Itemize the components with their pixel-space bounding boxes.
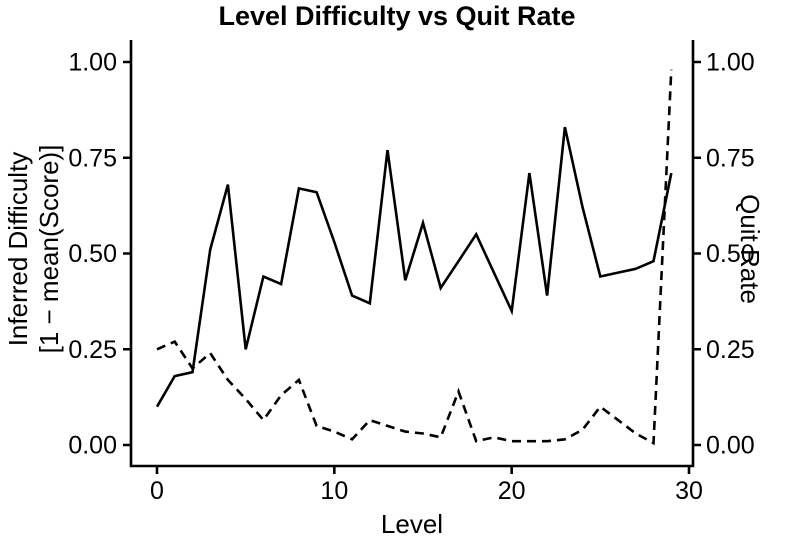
left-axis-label-line1: Inferred Difficulty xyxy=(3,152,33,347)
x-tick-label: 20 xyxy=(498,477,526,505)
left-tick-label: 0.25 xyxy=(68,336,117,364)
right-axis-ticks xyxy=(693,60,701,447)
x-tick-label: 10 xyxy=(320,477,348,505)
right-tick-label: 0.75 xyxy=(706,144,755,172)
x-tick-label: 0 xyxy=(150,477,164,505)
right-tick-label: 0.50 xyxy=(706,240,755,268)
left-tick-label: 0.75 xyxy=(68,144,117,172)
right-tick-label: 1.00 xyxy=(706,49,755,77)
x-tick-label: 30 xyxy=(675,477,703,505)
right-tick-label: 0.25 xyxy=(706,336,755,364)
left-axis-ticks xyxy=(123,60,131,447)
right-tick-label: 0.00 xyxy=(706,432,755,460)
left-axis-label-line2: [1 − mean(Score)] xyxy=(34,145,64,354)
axis-frame xyxy=(129,40,695,468)
chart-title: Level Difficulty vs Quit Rate xyxy=(218,1,575,31)
left-tick-label: 0.00 xyxy=(68,432,117,460)
left-tick-label: 0.50 xyxy=(68,240,117,268)
x-axis-ticks xyxy=(155,466,691,474)
left-tick-label: 1.00 xyxy=(68,49,117,77)
right-axis-label: Quit Rate xyxy=(735,194,765,304)
x-axis-label: Level xyxy=(381,509,443,539)
difficulty-line xyxy=(155,126,673,408)
quit-rate-line xyxy=(156,69,673,446)
